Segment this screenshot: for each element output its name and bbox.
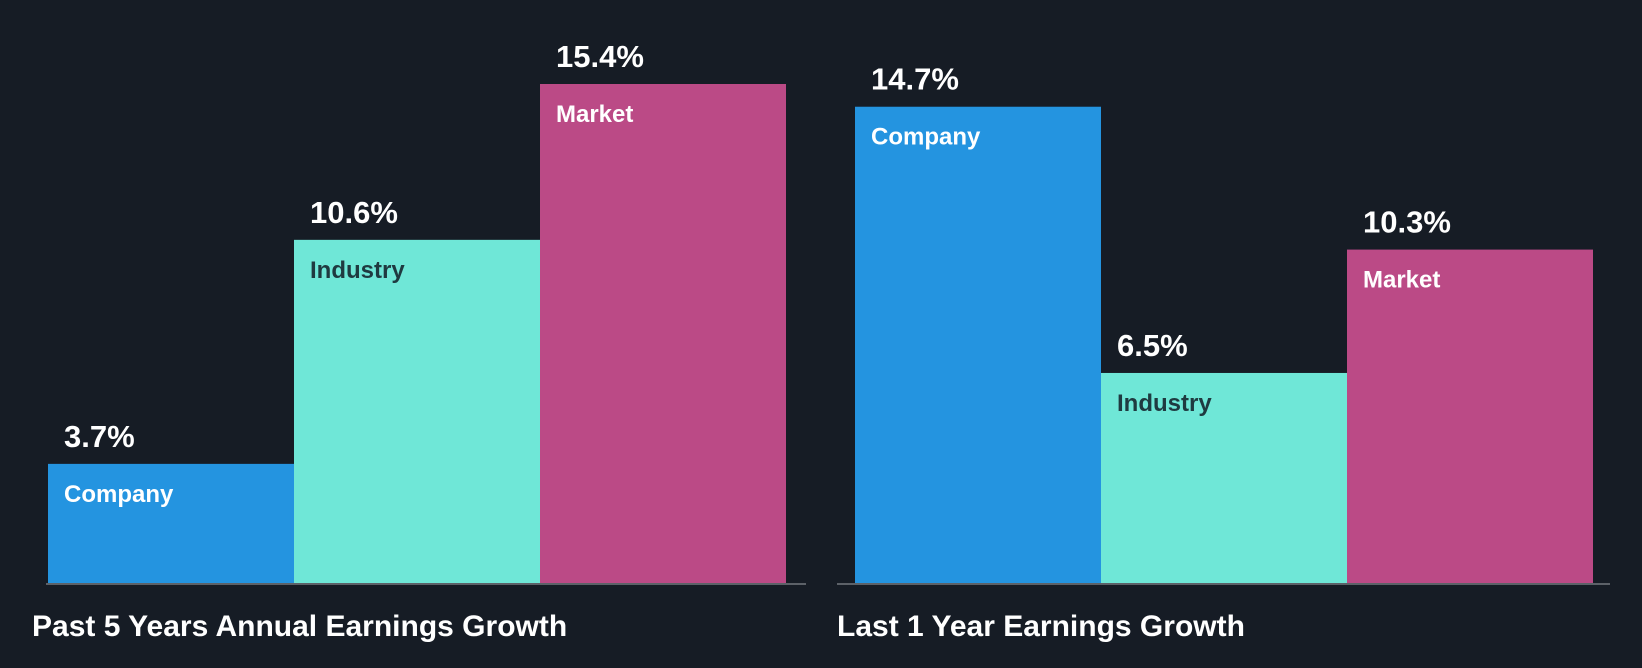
data-label-company: 14.7% <box>871 62 959 97</box>
data-label-market: 15.4% <box>556 39 644 74</box>
data-label-industry: 10.6% <box>310 195 398 230</box>
category-label-market: Market <box>1363 267 1440 294</box>
category-label-company: Company <box>64 481 174 508</box>
bar-industry <box>1101 372 1347 584</box>
bar-company <box>855 106 1101 585</box>
category-label-industry: Industry <box>1117 390 1212 417</box>
category-label-market: Market <box>556 101 633 128</box>
chart-title: Past 5 Years Annual Earnings Growth <box>32 610 567 643</box>
last-1-year-panel: 14.7% Company 6.5% Industry 10.3% Market Last … <box>837 62 1610 643</box>
bar-market <box>540 84 786 584</box>
past-5-years-panel: 3.7% Company 10.6% Industry 15.4% Market Past … <box>32 39 806 643</box>
data-label-industry: 6.5% <box>1117 328 1188 363</box>
bar-industry <box>294 239 540 584</box>
bar-company <box>48 463 294 584</box>
bar-market <box>1347 249 1593 584</box>
category-label-company: Company <box>871 124 981 151</box>
data-label-market: 10.3% <box>1363 205 1451 240</box>
data-label-company: 3.7% <box>64 419 135 454</box>
chart-title: Last 1 Year Earnings Growth <box>837 610 1245 643</box>
category-label-industry: Industry <box>310 257 405 284</box>
